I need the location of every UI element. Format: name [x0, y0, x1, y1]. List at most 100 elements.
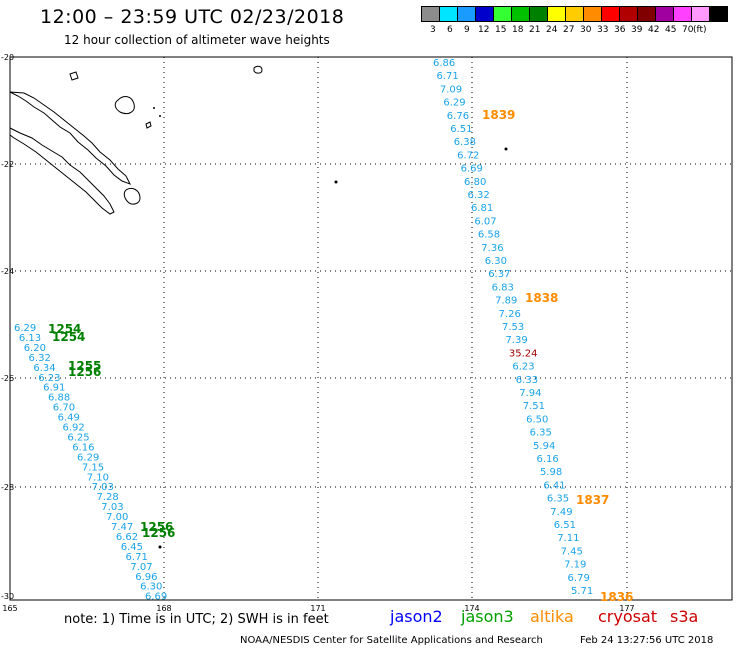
wave-height-label: 7.51	[523, 401, 545, 412]
legend-swatch	[709, 6, 728, 22]
note-text: note: 1) Time is in UTC; 2) SWH is in fe…	[64, 612, 329, 627]
pass-time-label: 1839	[482, 108, 515, 122]
pass-time-label: 1837	[576, 493, 609, 507]
legend-label: 36	[614, 25, 626, 35]
pass-time-label: 1838	[525, 291, 558, 305]
wave-height-label: 6.51	[554, 520, 576, 531]
wave-height-label: 7.49	[550, 507, 572, 518]
gridlines	[10, 57, 732, 600]
wave-height-label: 7.53	[502, 322, 524, 333]
legend-label: 3	[430, 25, 436, 35]
pass-time-label: 1254	[52, 330, 85, 344]
wave-height-label: 6.96	[135, 572, 157, 583]
wave-height-label: 7.07	[130, 562, 152, 573]
x-tick-label: 177	[619, 604, 634, 613]
wave-height-label: 7.39	[505, 335, 527, 346]
legend-swatches	[421, 6, 728, 22]
legend-label: 30	[580, 25, 592, 35]
wave-height-label: 6.62	[116, 532, 138, 543]
wave-height-label: 6.16	[72, 442, 94, 453]
y-tick-label: -20	[1, 53, 14, 62]
wave-height-label: 6.33	[516, 375, 538, 386]
wave-height-label: 6.92	[63, 423, 85, 434]
wave-height-label: 7.19	[564, 560, 586, 571]
wave-height-label: 6.50	[526, 414, 548, 425]
color-legend: 3 6 9 12 15 18 21 24 27 30 33 36 39 42 45 70 (ft)	[421, 6, 728, 37]
satellite-name: altika	[530, 607, 574, 626]
wave-height-label: 7.26	[499, 309, 521, 320]
wave-height-label: 7.00	[106, 512, 128, 523]
wave-height-label: 7.89	[495, 296, 517, 307]
small-islands	[153, 107, 508, 549]
pass-time-label: 1256	[140, 520, 173, 534]
y-tick-label: -28	[1, 483, 14, 492]
legend-label: 70	[682, 25, 694, 35]
wave-height-label: 6.20	[24, 343, 46, 354]
legend-label: 6	[447, 25, 453, 35]
plot-frame	[9, 56, 733, 601]
legend-unit: (ft)	[693, 25, 707, 35]
wave-height-label: 6.51	[450, 124, 472, 135]
wave-height-label: 7.03	[101, 502, 123, 513]
wave-height-label: 6.71	[436, 71, 458, 82]
footer-timestamp: Feb 24 13:27:56 UTC 2018	[580, 635, 714, 646]
wave-height-label: 6.35	[547, 494, 569, 505]
wave-height-label: 6.32	[29, 353, 51, 364]
pass-time-label: 1836	[600, 590, 633, 604]
wave-height-label: 6.13	[19, 333, 41, 344]
axis-labels: 165 168 171 174 177 -20 -22 -24 -26 -28 -30	[1, 53, 635, 613]
wave-height-label: 7.03	[92, 482, 114, 493]
wave-height-label: 35.24	[509, 348, 538, 359]
satellite-name: jason3	[461, 607, 514, 626]
wave-height-label: 7.11	[557, 533, 579, 544]
wave-height-label: 6.25	[67, 432, 89, 443]
track-west: 6.296.136.206.326.346.236.916.886.706.49…	[14, 323, 167, 603]
wave-height-label: 6.81	[471, 203, 493, 214]
y-tick-label: -22	[1, 160, 14, 169]
wave-height-label: 6.71	[126, 552, 148, 563]
wave-height-label: 5.71	[571, 586, 593, 597]
pass-time-label: 1255	[68, 359, 101, 373]
footer-credit: NOAA/NESDIS Center for Satellite Applica…	[240, 635, 543, 646]
x-tick-label: 174	[464, 604, 479, 613]
x-tick-label: 171	[310, 604, 325, 613]
y-tick-label: -26	[1, 374, 14, 383]
y-tick-label: -24	[1, 267, 14, 276]
wave-height-label: 6.29	[14, 323, 36, 334]
wave-height-label: 7.36	[481, 243, 503, 254]
legend-label: 24	[546, 25, 558, 35]
wave-height-label: 6.34	[33, 363, 55, 374]
wave-height-label: 6.58	[478, 230, 500, 241]
wave-height-label: 6.86	[433, 58, 455, 69]
legend-label: 21	[529, 25, 541, 35]
wave-height-label: 6.35	[530, 428, 552, 439]
pass-time-label: 1254	[48, 322, 81, 336]
legend-label: 27	[563, 25, 575, 35]
wave-height-label: 6.29	[443, 98, 465, 109]
wave-height-label: 6.49	[58, 413, 80, 424]
wave-height-label: 6.16	[537, 454, 559, 465]
legend-label: 15	[495, 25, 507, 35]
wave-height-label: 6.70	[53, 403, 75, 414]
wave-height-label: 6.45	[121, 542, 143, 553]
wave-height-label: 6.38	[454, 137, 476, 148]
wave-height-label: 6.30	[140, 582, 162, 593]
legend-labels: 3 6 9 12 15 18 21 24 27 30 33 36 39 42 45 70 (ft)	[422, 25, 728, 37]
satellite-name: cryosat	[598, 607, 658, 626]
x-tick-label: 165	[2, 604, 17, 613]
wave-height-label: 6.80	[464, 177, 486, 188]
wave-height-label: 6.72	[457, 150, 479, 161]
legend-label: 39	[631, 25, 643, 35]
wave-height-label: 6.37	[488, 269, 510, 280]
y-tick-label: -30	[1, 592, 14, 601]
legend-label: 9	[464, 25, 470, 35]
legend-label: 33	[597, 25, 609, 35]
legend-label: 18	[512, 25, 524, 35]
wave-height-label: 7.15	[82, 462, 104, 473]
wave-height-label: 6.91	[43, 383, 65, 394]
wave-height-label: 6.23	[38, 373, 60, 384]
satellite-name: s3a	[670, 607, 699, 626]
wave-height-label: 5.94	[533, 441, 555, 452]
